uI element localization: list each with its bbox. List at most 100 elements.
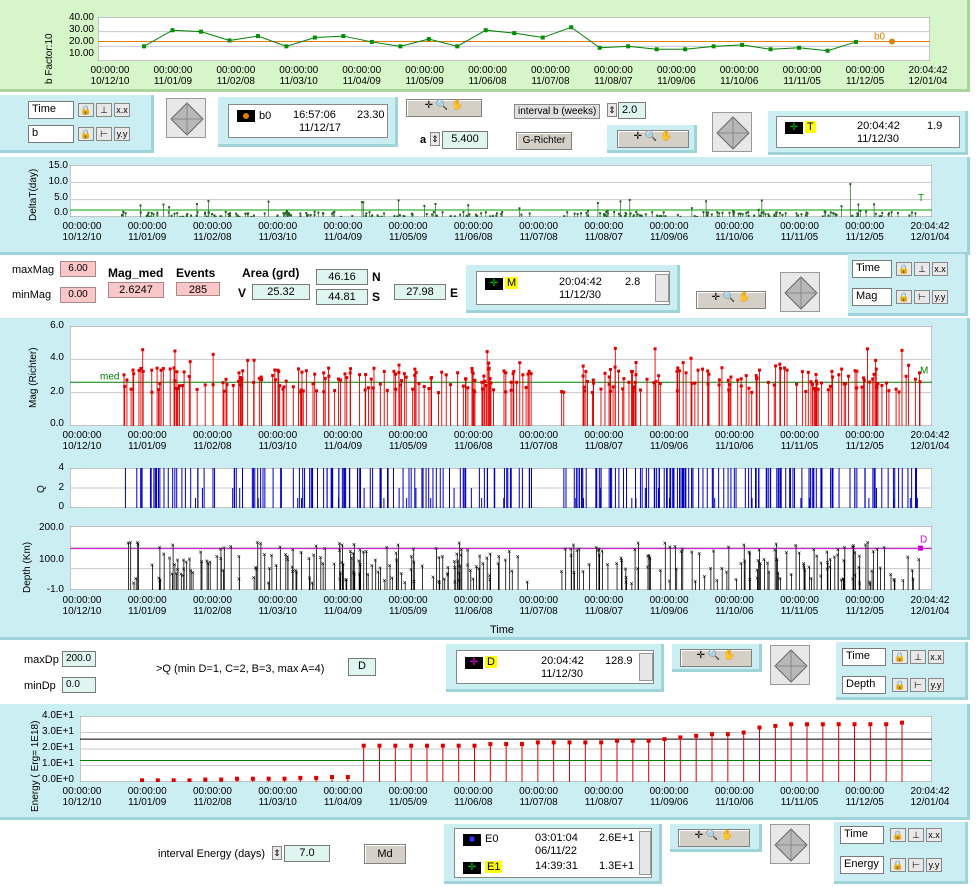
- delta-point: [467, 204, 470, 207]
- format-x-icon[interactable]: x.x: [932, 262, 948, 276]
- energy-ytick-3: 1.0E+1: [42, 758, 74, 769]
- time-tick-label: 00:00:00 11/11/05: [780, 430, 819, 452]
- t-cursor-time: 20:04:42: [857, 120, 900, 132]
- scale-y-icon[interactable]: ⊢: [908, 858, 924, 872]
- scale-x-icon[interactable]: ⊥: [908, 828, 924, 842]
- format-y-icon[interactable]: y.y: [932, 290, 948, 304]
- energy-plot[interactable]: [80, 716, 932, 782]
- d-tools-group[interactable]: ✛ 🔍 ✋: [680, 649, 752, 667]
- crosshair-icon[interactable]: ✛: [424, 100, 433, 111]
- interval-b-field[interactable]: 2.0: [618, 102, 646, 119]
- scale-y-icon[interactable]: ⊢: [914, 290, 930, 304]
- delta-point: [306, 214, 309, 217]
- lock-icon[interactable]: 🔒: [896, 262, 912, 276]
- selector-depth[interactable]: Depth: [842, 676, 886, 694]
- mag-plot[interactable]: med M: [70, 326, 932, 426]
- selector-b[interactable]: b: [28, 125, 74, 143]
- lock-icon[interactable]: 🔒: [896, 290, 912, 304]
- depth-point: ×: [218, 547, 222, 554]
- lock-icon[interactable]: 🔒: [78, 103, 94, 117]
- a-stepper[interactable]: ⇕: [430, 132, 440, 146]
- zoom-icon[interactable]: 🔍: [435, 100, 449, 111]
- m-pan-diamond[interactable]: [780, 272, 820, 312]
- format-x-icon[interactable]: x.x: [114, 103, 130, 117]
- interval-b-stepper[interactable]: ⇕: [607, 103, 617, 117]
- depth-point: ×: [332, 561, 336, 568]
- hand-icon[interactable]: ✋: [450, 100, 464, 111]
- depth-point: ×: [399, 571, 403, 578]
- delta-point: [453, 215, 456, 217]
- selector-time-mag[interactable]: Time: [852, 260, 892, 278]
- scale-y-icon[interactable]: ⊢: [910, 678, 926, 692]
- minmag-field[interactable]: 0.00: [60, 287, 96, 303]
- selector-time-depth[interactable]: Time: [842, 648, 886, 666]
- d-cursor-date: 11/12/30: [541, 668, 584, 680]
- delta-point: [423, 204, 426, 207]
- maxdp-field[interactable]: 200.0: [62, 651, 96, 667]
- grichter-button[interactable]: G-Richter: [516, 132, 572, 150]
- selector-time-energy[interactable]: Time: [840, 826, 884, 844]
- m-tools-group[interactable]: ✛ 🔍 ✋: [696, 291, 766, 309]
- e-cursor-scrollbar[interactable]: [639, 831, 651, 875]
- depth-point: ×: [663, 540, 667, 547]
- a-value-field[interactable]: 5.400: [442, 131, 488, 149]
- lock-icon[interactable]: 🔒: [892, 650, 908, 664]
- lock-icon[interactable]: 🔒: [890, 828, 906, 842]
- mag-point: [182, 370, 186, 374]
- scale-x-icon[interactable]: ⊥: [910, 650, 926, 664]
- mag-point: [139, 366, 143, 370]
- mag-point: [404, 375, 408, 379]
- delta-point: [613, 211, 616, 214]
- interval-energy-stepper[interactable]: ⇕: [272, 846, 282, 860]
- e-tools-group[interactable]: ✛ 🔍 ✋: [678, 829, 750, 847]
- q-filter-field[interactable]: D: [348, 658, 376, 676]
- format-x-icon[interactable]: x.x: [926, 828, 942, 842]
- selector-mag[interactable]: Mag: [852, 288, 892, 306]
- scale-x-icon[interactable]: ⊥: [914, 262, 930, 276]
- depth-point: ×: [266, 581, 270, 588]
- t-pan-diamond[interactable]: [712, 112, 752, 152]
- maxmag-field[interactable]: 6.00: [60, 261, 96, 277]
- scale-x-icon[interactable]: ⊥: [96, 103, 112, 117]
- depth-point: ×: [765, 560, 769, 567]
- b-factor-plot[interactable]: b0: [98, 17, 930, 61]
- format-y-icon[interactable]: y.y: [114, 127, 130, 141]
- depth-point: ×: [455, 551, 459, 558]
- mag-point: [291, 385, 295, 389]
- q-plot[interactable]: [70, 468, 932, 508]
- delta-point: [495, 214, 498, 217]
- interval-energy-field[interactable]: 7.0: [284, 845, 330, 862]
- depth-point: ×: [488, 552, 492, 559]
- t-tools-panel: ✛ 🔍 ✋: [607, 125, 697, 153]
- mag-point: [729, 375, 733, 379]
- t-tools-group[interactable]: ✛ 🔍 ✋: [617, 130, 689, 148]
- time-tick-label: 00:00:00 11/01/09: [127, 786, 167, 808]
- depth-point: ×: [136, 542, 140, 549]
- delta-point: [365, 212, 368, 215]
- depth-point: ×: [636, 541, 640, 548]
- scale-y-icon[interactable]: ⊢: [96, 127, 112, 141]
- format-y-icon[interactable]: y.y: [926, 858, 942, 872]
- mag-point: [394, 372, 398, 376]
- lock-icon[interactable]: 🔒: [890, 858, 906, 872]
- depth-point: ×: [274, 563, 278, 570]
- b-pan-diamond[interactable]: [166, 98, 206, 138]
- depth-point: ×: [162, 551, 166, 558]
- lock-icon[interactable]: 🔒: [78, 127, 94, 141]
- d-pan-diamond[interactable]: [770, 645, 810, 685]
- m-cursor-scrollbar[interactable]: [655, 274, 669, 302]
- format-x-icon[interactable]: x.x: [928, 650, 944, 664]
- b-tools-group[interactable]: ✛ 🔍 ✋: [406, 99, 482, 117]
- format-y-icon[interactable]: y.y: [928, 678, 944, 692]
- lock-icon[interactable]: 🔒: [892, 678, 908, 692]
- selector-time-b[interactable]: Time: [28, 101, 74, 119]
- mindp-field[interactable]: 0.0: [62, 677, 96, 693]
- depth-point: ×: [299, 550, 303, 557]
- depth-plot[interactable]: ×××××××××××××××× ×××××××××××××××××××× ××××…: [70, 526, 932, 590]
- e-pan-diamond[interactable]: [770, 824, 810, 864]
- depth-point: ×: [128, 540, 132, 547]
- delta-plot[interactable]: T: [70, 165, 932, 217]
- d-cursor-scrollbar[interactable]: [639, 653, 653, 681]
- md-button[interactable]: Md: [364, 844, 406, 864]
- selector-energy[interactable]: Energy: [840, 856, 884, 874]
